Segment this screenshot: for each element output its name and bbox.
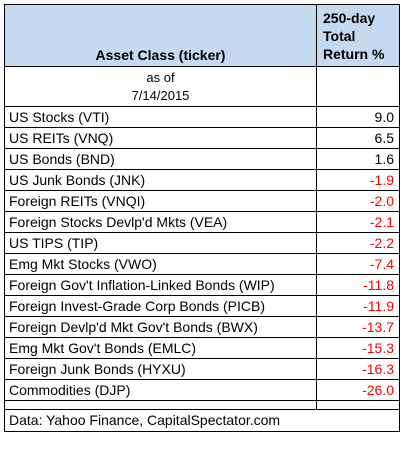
table-row: Emg Mkt Stocks (VWO) -7.4 xyxy=(4,253,400,275)
spacer-cell xyxy=(316,400,400,410)
return-cell: 1.6 xyxy=(316,148,400,170)
table-row: Foreign Gov't Inflation-Linked Bonds (WI… xyxy=(4,274,400,296)
return-cell: -11.9 xyxy=(316,295,400,317)
asset-cell: Foreign Junk Bonds (HYXU) xyxy=(4,358,317,380)
table-row: Foreign Stocks Devlp'd Mkts (VEA) -2.1 xyxy=(4,211,400,233)
table-row: Foreign Junk Bonds (HYXU) -16.3 xyxy=(4,358,400,380)
table-row: Foreign Invest-Grade Corp Bonds (PICB) -1… xyxy=(4,295,400,317)
table-row: US REITs (VNQ) 6.5 xyxy=(4,127,400,149)
table-row: US Junk Bonds (JNK) -1.9 xyxy=(4,169,400,191)
returns-table: Asset Class (ticker) 250-day Total Retur… xyxy=(4,4,400,432)
asset-cell: US Bonds (BND) xyxy=(4,148,317,170)
table-row: Emg Mkt Gov't Bonds (EMLC) -15.3 xyxy=(4,337,400,359)
asset-cell: US Junk Bonds (JNK) xyxy=(4,169,317,191)
table-row: US Stocks (VTI) 9.0 xyxy=(4,106,400,128)
return-cell: 6.5 xyxy=(316,127,400,149)
table-row: Foreign REITs (VNQI) -2.0 xyxy=(4,190,400,212)
table-row: Commodities (DJP) -26.0 xyxy=(4,379,400,401)
asset-cell: Emg Mkt Stocks (VWO) xyxy=(4,253,317,275)
return-cell: -16.3 xyxy=(316,358,400,380)
return-cell: -7.4 xyxy=(316,253,400,275)
source-row: Data: Yahoo Finance, CapitalSpectator.co… xyxy=(4,409,400,432)
return-cell: -11.8 xyxy=(316,274,400,296)
asset-cell: US REITs (VNQ) xyxy=(4,127,317,149)
asset-cell: Commodities (DJP) xyxy=(4,379,317,401)
return-cell: -26.0 xyxy=(316,379,400,401)
asset-cell: US TIPS (TIP) xyxy=(4,232,317,254)
spacer-row xyxy=(4,400,400,410)
data-source-note: Data: Yahoo Finance, CapitalSpectator.co… xyxy=(4,409,400,432)
table-row: US TIPS (TIP) -2.2 xyxy=(4,232,400,254)
as-of-row: as of 7/14/2015 xyxy=(4,66,400,107)
as-of-date: 7/14/2015 xyxy=(131,87,190,103)
spacer-cell xyxy=(4,400,317,410)
asset-cell: Foreign Stocks Devlp'd Mkts (VEA) xyxy=(4,211,317,233)
return-cell: -2.0 xyxy=(316,190,400,212)
asset-cell: Emg Mkt Gov't Bonds (EMLC) xyxy=(4,337,317,359)
return-cell: -13.7 xyxy=(316,316,400,338)
as-of-label: as of xyxy=(146,69,175,85)
return-cell: -1.9 xyxy=(316,169,400,191)
table-row: US Bonds (BND) 1.6 xyxy=(4,148,400,170)
return-cell: -15.3 xyxy=(316,337,400,359)
table-row: Foreign Devlp'd Mkt Gov't Bonds (BWX) -13… xyxy=(4,316,400,338)
as-of-cell: as of 7/14/2015 xyxy=(4,66,317,107)
asset-class-header: Asset Class (ticker) xyxy=(4,4,317,67)
asset-cell: Foreign Devlp'd Mkt Gov't Bonds (BWX) xyxy=(4,316,317,338)
return-cell: -2.2 xyxy=(316,232,400,254)
header-row: Asset Class (ticker) 250-day Total Retur… xyxy=(4,4,400,67)
return-cell: 9.0 xyxy=(316,106,400,128)
as-of-empty-cell xyxy=(316,66,400,107)
return-cell: -2.1 xyxy=(316,211,400,233)
total-return-header: 250-day Total Return % xyxy=(316,4,400,67)
asset-cell: Foreign Invest-Grade Corp Bonds (PICB) xyxy=(4,295,317,317)
asset-cell: Foreign Gov't Inflation-Linked Bonds (WI… xyxy=(4,274,317,296)
asset-cell: Foreign REITs (VNQI) xyxy=(4,190,317,212)
asset-cell: US Stocks (VTI) xyxy=(4,106,317,128)
